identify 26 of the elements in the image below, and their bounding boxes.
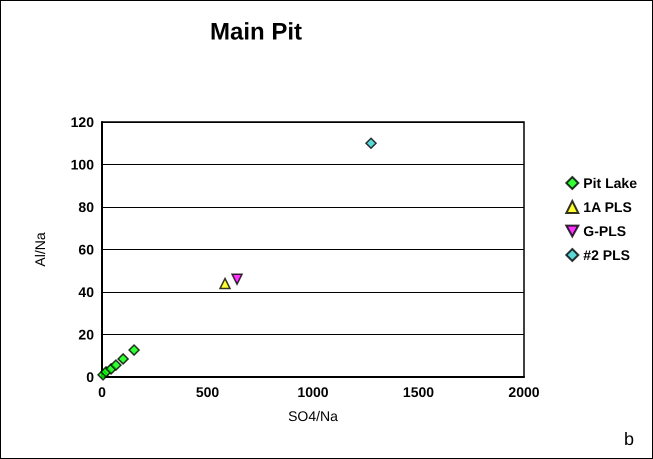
legend-label: #2 PLS	[583, 247, 630, 263]
x-tick-label: 1000	[297, 384, 329, 400]
x-tick-label: 1500	[402, 384, 434, 400]
x-tick-label: 2000	[508, 384, 540, 400]
point	[219, 278, 231, 290]
x-tick-label: 500	[196, 384, 220, 400]
y-tick-label: 60	[78, 242, 94, 258]
point	[365, 138, 377, 149]
legend-label: 1A PLS	[583, 199, 632, 215]
y-tick-label: 20	[78, 326, 94, 342]
y-tick-label: 100	[70, 156, 94, 172]
y-axis-title: Al/Na	[32, 232, 48, 267]
chart-title: Main Pit	[210, 18, 302, 46]
y-tick-label: 40	[78, 284, 94, 300]
point	[117, 353, 129, 365]
legend-label: G-PLS	[583, 223, 626, 239]
legend-label: Pit Lake	[583, 175, 638, 191]
y-tick-label: 80	[78, 199, 94, 215]
text: b	[624, 429, 634, 449]
x-axis-title: SO4/Na	[288, 408, 338, 424]
y-tick-label: 120	[70, 114, 94, 130]
point	[231, 274, 243, 285]
x-tick-label: 0	[98, 384, 106, 400]
y-tick-label: 0	[86, 369, 94, 385]
point	[128, 344, 140, 356]
point	[110, 359, 122, 371]
